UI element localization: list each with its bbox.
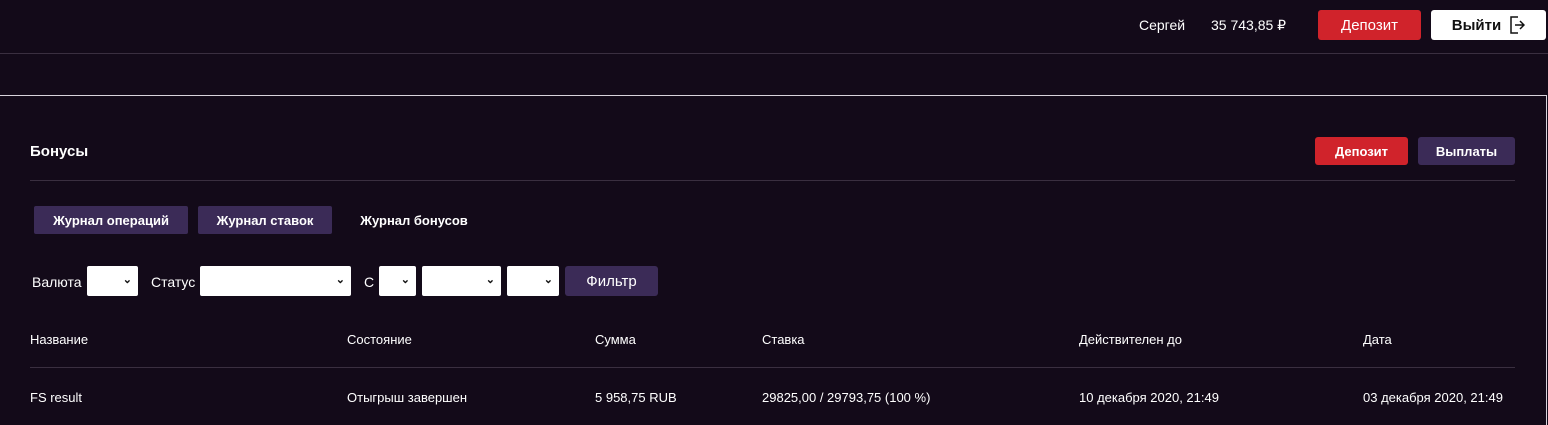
column-header: Дата: [1363, 332, 1392, 347]
year-select[interactable]: ⌄: [507, 266, 559, 296]
page-title: Бонусы: [30, 143, 89, 160]
tab-operations[interactable]: Журнал операций: [34, 206, 188, 234]
cell-name: FS result: [30, 390, 83, 405]
chevron-down-icon: ⌄: [122, 274, 132, 286]
column-header: Действителен до: [1079, 332, 1182, 347]
header-deposit-button[interactable]: Депозит: [1318, 10, 1421, 40]
currency-label: Валюта: [32, 274, 82, 290]
column-header: Название: [30, 332, 89, 347]
column-header: Сумма: [595, 332, 636, 347]
payouts-button[interactable]: Выплаты: [1418, 137, 1515, 165]
logout-button[interactable]: Выйти: [1431, 10, 1546, 40]
month-select[interactable]: ⌄: [422, 266, 501, 296]
logout-label: Выйти: [1451, 16, 1502, 34]
tab-bets[interactable]: Журнал ставок: [198, 206, 332, 234]
column-header: Ставка: [762, 332, 805, 347]
cell-valid-until: 10 декабря 2020, 21:49: [1079, 390, 1219, 405]
from-label: С: [364, 274, 375, 290]
tab-bonuses[interactable]: Журнал бонусов: [360, 212, 468, 228]
filter-button[interactable]: Фильтр: [565, 266, 658, 296]
status-label: Статус: [151, 274, 196, 290]
column-header: Состояние: [347, 332, 412, 347]
bonuses-panel: [0, 95, 1547, 425]
chevron-down-icon: ⌄: [400, 274, 410, 286]
cell-wager: 29825,00 / 29793,75 (100 %): [762, 390, 931, 405]
day-select[interactable]: ⌄: [379, 266, 416, 296]
logout-icon: [1510, 16, 1526, 34]
deposit-button[interactable]: Депозит: [1315, 137, 1408, 165]
status-select[interactable]: ⌄: [200, 266, 351, 296]
top-bar: Сергей 35 743,85 ₽ Депозит Выйти: [0, 0, 1548, 54]
cell-state: Отыгрыш завершен: [347, 390, 468, 405]
currency-select[interactable]: ⌄: [87, 266, 138, 296]
chevron-down-icon: ⌄: [543, 274, 553, 286]
balance: 35 743,85 ₽: [1211, 17, 1287, 33]
cell-amount: 5 958,75 RUB: [595, 390, 677, 405]
chevron-down-icon: ⌄: [485, 274, 495, 286]
divider: [30, 180, 1515, 181]
cell-date: 03 декабря 2020, 21:49: [1363, 390, 1503, 405]
divider: [30, 367, 1515, 368]
chevron-down-icon: ⌄: [335, 274, 345, 286]
user-name[interactable]: Сергей: [1139, 17, 1186, 33]
